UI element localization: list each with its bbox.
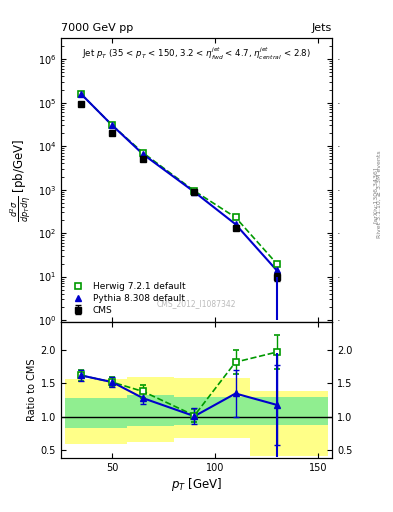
Text: [arXiv:1306.3436]: [arXiv:1306.3436]: [373, 166, 378, 223]
Legend: Herwig 7.2.1 default, Pythia 8.308 default, CMS: Herwig 7.2.1 default, Pythia 8.308 defau…: [65, 280, 188, 317]
Pythia 8.308 default: [192, 189, 197, 195]
Herwig 7.2.1 default: [110, 122, 115, 129]
Herwig 7.2.1 default: [192, 188, 197, 194]
Text: Rivet 3.1.10, ≥ 3.3M events: Rivet 3.1.10, ≥ 3.3M events: [377, 151, 382, 239]
Text: Jet $p_T$ (35 < $p_T$ < 150, 3.2 < $\eta^{jet}_{fwd}$ < 4.7, $\eta^{jet}_{centra: Jet $p_T$ (35 < $p_T$ < 150, 3.2 < $\eta…: [82, 46, 311, 62]
Herwig 7.2.1 default: [79, 91, 84, 97]
Pythia 8.308 default: [110, 122, 115, 129]
Y-axis label: $\frac{d^2\sigma}{dp_T d\eta}$ [pb/GeV]: $\frac{d^2\sigma}{dp_T d\eta}$ [pb/GeV]: [9, 139, 33, 222]
Pythia 8.308 default: [274, 267, 279, 273]
Line: Herwig 7.2.1 default: Herwig 7.2.1 default: [78, 91, 280, 267]
Herwig 7.2.1 default: [274, 261, 279, 267]
X-axis label: $p_T$ [GeV]: $p_T$ [GeV]: [171, 476, 222, 493]
Text: 7000 GeV pp: 7000 GeV pp: [61, 23, 133, 33]
Herwig 7.2.1 default: [233, 215, 238, 221]
Pythia 8.308 default: [141, 151, 145, 157]
Line: Pythia 8.308 default: Pythia 8.308 default: [78, 91, 280, 274]
Herwig 7.2.1 default: [141, 150, 145, 156]
Text: CMS_2012_I1087342: CMS_2012_I1087342: [157, 299, 236, 308]
Pythia 8.308 default: [233, 221, 238, 227]
Text: Jets: Jets: [312, 23, 332, 33]
Y-axis label: Ratio to CMS: Ratio to CMS: [26, 359, 37, 421]
Pythia 8.308 default: [79, 91, 84, 97]
